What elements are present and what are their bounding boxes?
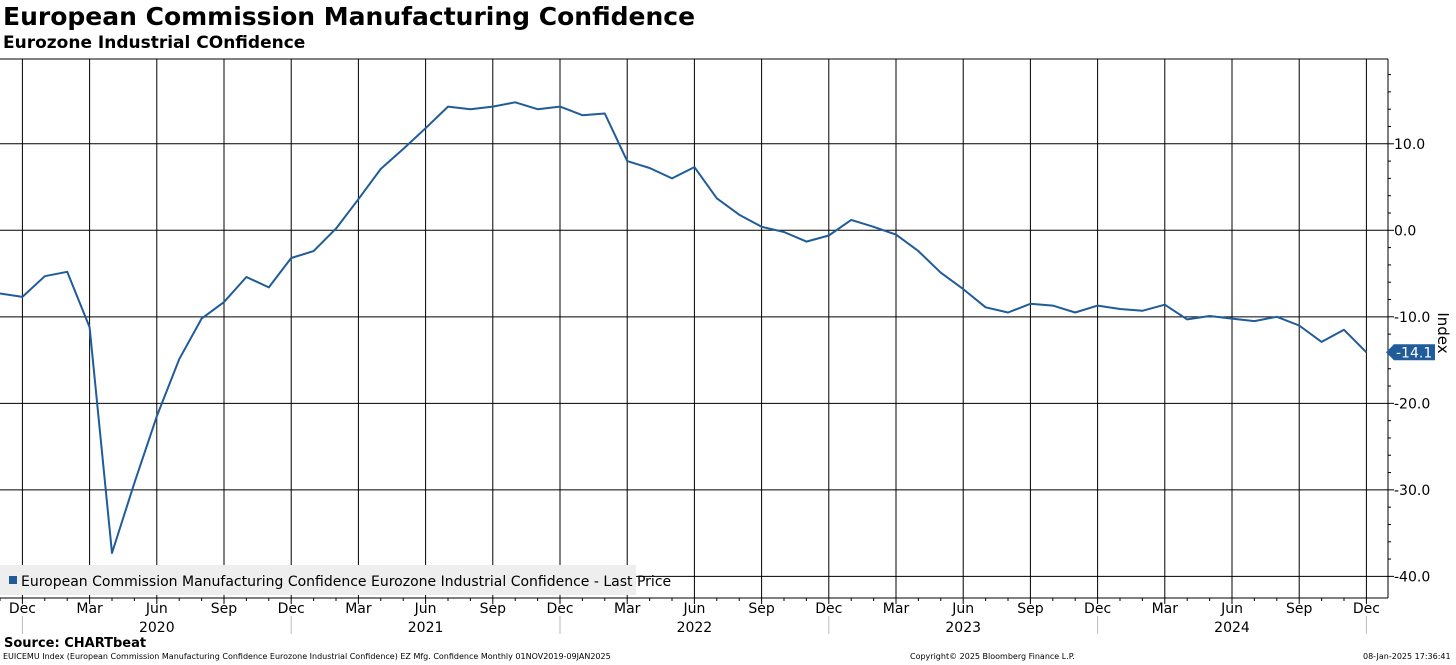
y-tick-label: 10.0 [1394,137,1425,153]
x-tick-label: Dec [815,601,842,617]
source-note: Source: CHARTbeat [4,636,147,651]
x-tick-label: Jun [1220,601,1243,617]
x-tick-label: Mar [614,601,641,617]
x-tick-label: Sep [748,601,775,617]
x-year-label: 2021 [408,620,444,636]
x-tick-label: Dec [9,601,36,617]
legend-label: European Commission Manufacturing Confid… [21,574,671,590]
legend-swatch [9,576,17,584]
ticker-info: EUICEMU Index (European Commission Manuf… [3,652,611,661]
x-tick-label: Jun [145,601,168,617]
y-tick-label: -20.0 [1394,396,1430,412]
copyright: Copyright© 2025 Bloomberg Finance L.P. [910,652,1075,661]
x-year-label: 2024 [1214,620,1250,636]
x-tick-label: Mar [883,601,910,617]
chart-subtitle: Eurozone Industrial COnfidence [3,33,306,53]
x-tick-label: Mar [1152,601,1179,617]
last-value-badge [1386,344,1435,361]
chart-title: European Commission Manufacturing Confid… [3,2,696,31]
x-tick-label: Jun [682,601,705,617]
last-value-label: -14.1 [1396,345,1432,361]
x-tick-label: Jun [414,601,437,617]
y-axis-title: Index [1434,312,1452,353]
x-tick-label: Jun [951,601,974,617]
y-tick-label: -10.0 [1394,310,1430,326]
x-tick-label: Dec [1353,601,1380,617]
x-tick-label: Sep [1286,601,1313,617]
y-tick-label: -40.0 [1394,569,1430,585]
x-tick-label: Dec [546,601,573,617]
x-year-label: 2020 [139,620,175,636]
x-tick-label: Mar [345,601,372,617]
x-tick-label: Dec [1084,601,1111,617]
x-tick-label: Sep [480,601,507,617]
legend-box [0,565,636,595]
x-year-label: 2022 [677,620,713,636]
x-tick-label: Sep [211,601,238,617]
series-line [0,101,1368,554]
x-tick-label: Dec [278,601,305,617]
x-tick-label: Sep [1017,601,1044,617]
y-tick-label: -30.0 [1394,483,1430,499]
x-year-label: 2023 [945,620,981,636]
x-tick-label: Mar [76,601,103,617]
timestamp: 08-Jan-2025 17:36:41 [1363,652,1451,661]
y-tick-label: 0.0 [1394,223,1416,239]
